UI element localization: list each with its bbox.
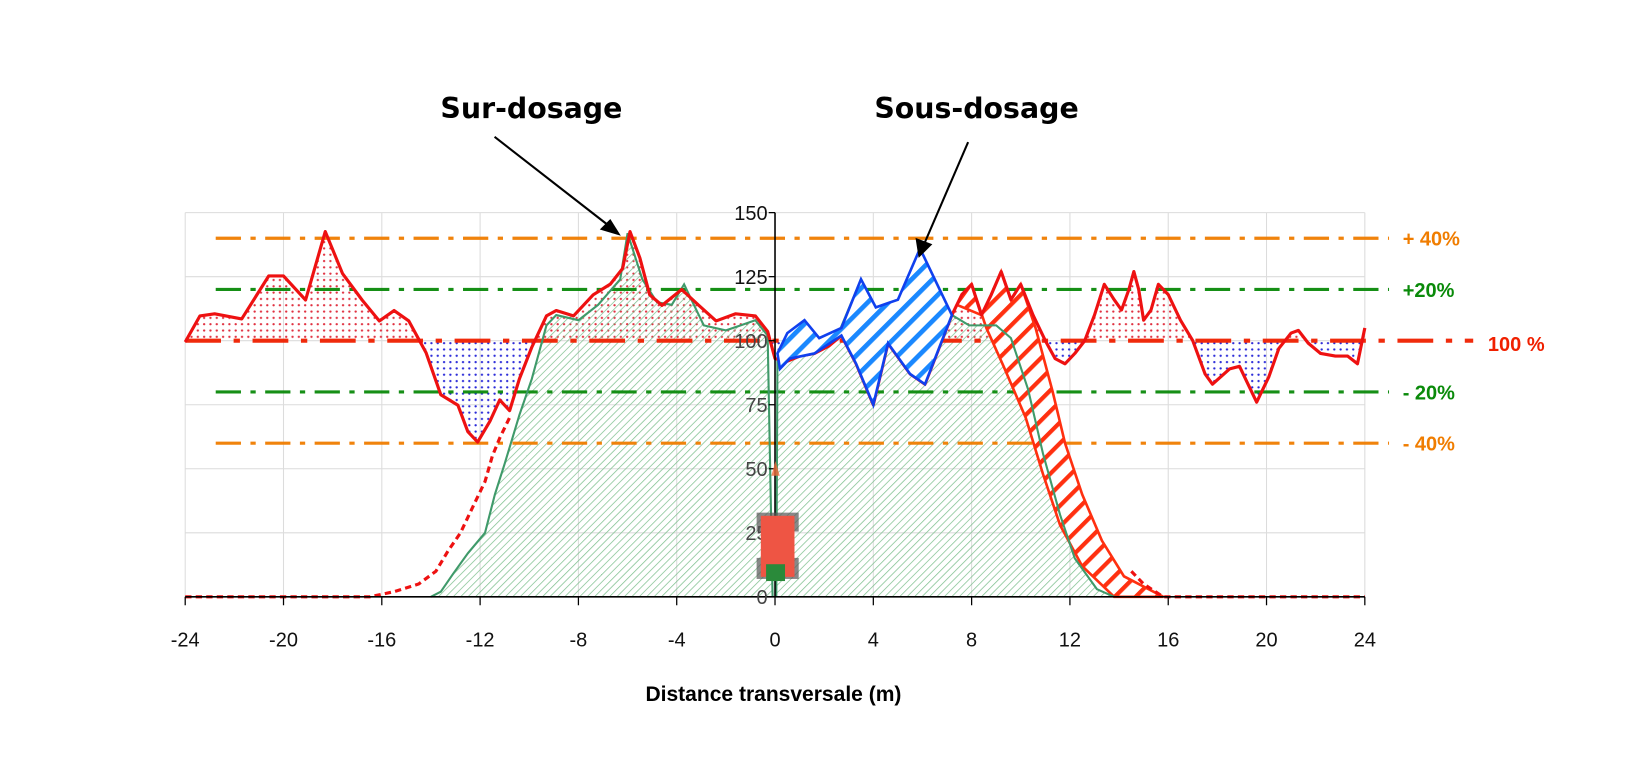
arrowhead-icon (915, 237, 933, 258)
pass-left-line (430, 232, 774, 598)
x-tick-label: 0 (769, 629, 780, 651)
tail-left-dotted-line (185, 416, 512, 599)
under-dose-area (420, 342, 1362, 443)
annotation-sur-dosage: Sur-dosage (440, 92, 622, 236)
reference-line-label: + 40% (1403, 229, 1460, 251)
reference-line-label: 100 % (1488, 334, 1545, 356)
x-tick-label: -8 (570, 629, 588, 651)
x-tick-label: 16 (1157, 629, 1179, 651)
x-tick-label: -12 (466, 629, 495, 651)
y-tick-label: 50 (745, 459, 767, 481)
reference-line-label: - 40% (1403, 434, 1455, 456)
arrowhead-icon (599, 218, 621, 236)
x-tick-label: -20 (269, 629, 298, 651)
reference-line-label: +20% (1403, 280, 1455, 302)
y-tick-label: 125 (734, 267, 767, 289)
y-tick-label: 100 (734, 331, 767, 353)
y-tick-label: 75 (745, 395, 767, 417)
pass-left-area (430, 233, 773, 597)
annotation-label: Sous-dosage (874, 92, 1078, 125)
x-tick-label: 8 (966, 629, 977, 651)
under-dose-region (776, 245, 954, 409)
reference-line-label: - 20% (1403, 382, 1455, 404)
y-tick-label: 0 (757, 587, 768, 609)
annotation-sous-dosage: Sous-dosage (874, 92, 1079, 258)
x-tick-label: 12 (1059, 629, 1081, 651)
x-tick-label: -16 (367, 629, 396, 651)
annotation-label: Sur-dosage (440, 92, 622, 125)
x-tick-label: -4 (668, 629, 686, 651)
y-tick-label: 150 (734, 203, 767, 225)
annotation-arrow (493, 136, 609, 227)
x-tick-label: 24 (1354, 629, 1376, 651)
x-tick-label: 4 (868, 629, 879, 651)
x-tick-label: 20 (1255, 629, 1277, 651)
over-dose-area (185, 231, 1365, 343)
tail-right-dotted-line (1130, 570, 1365, 599)
reference-lines: + 40% +20% 100 % - 20% - 40% (185, 229, 1545, 456)
tractor-icon (756, 461, 799, 582)
x-tick-label: -24 (171, 629, 200, 651)
x-axis-title: Distance transversale (m) (645, 683, 901, 706)
annotation-arrow (924, 141, 970, 243)
